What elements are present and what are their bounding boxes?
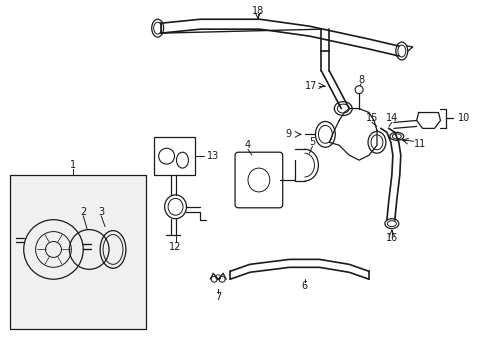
- FancyBboxPatch shape: [235, 152, 282, 208]
- Bar: [153, 137, 195, 175]
- Text: 12: 12: [169, 243, 182, 252]
- Text: 13: 13: [207, 151, 219, 161]
- Text: 9: 9: [285, 129, 291, 139]
- Text: 3: 3: [98, 207, 104, 217]
- Text: 7: 7: [215, 292, 221, 302]
- Text: 2: 2: [80, 207, 86, 217]
- Text: 10: 10: [457, 113, 469, 123]
- Text: 6: 6: [301, 281, 307, 291]
- Text: 16: 16: [385, 233, 397, 243]
- Text: 14: 14: [385, 113, 397, 123]
- Text: 17: 17: [305, 81, 317, 91]
- Bar: [10, 175, 145, 329]
- Text: 15: 15: [365, 113, 377, 123]
- Text: 8: 8: [357, 75, 364, 85]
- Text: 18: 18: [251, 6, 264, 16]
- Text: 5: 5: [309, 137, 315, 147]
- Text: 4: 4: [244, 140, 250, 150]
- Text: 11: 11: [413, 139, 425, 149]
- Text: 1: 1: [70, 160, 76, 170]
